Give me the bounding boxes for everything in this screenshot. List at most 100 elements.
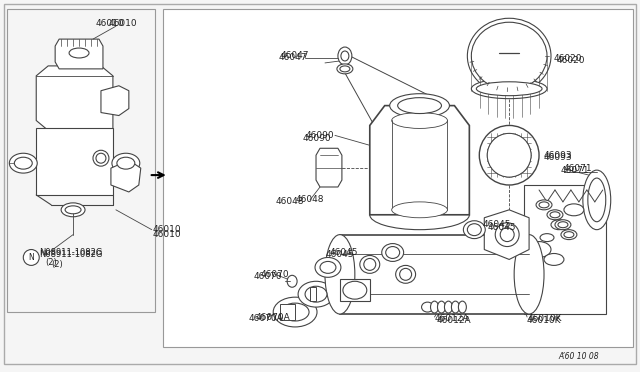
Ellipse shape — [500, 228, 514, 241]
Polygon shape — [101, 86, 129, 116]
Ellipse shape — [396, 265, 415, 283]
Ellipse shape — [69, 48, 89, 58]
Circle shape — [487, 134, 531, 177]
Polygon shape — [370, 106, 469, 215]
Polygon shape — [316, 148, 342, 187]
Ellipse shape — [337, 64, 353, 74]
Ellipse shape — [370, 200, 469, 230]
Ellipse shape — [561, 230, 577, 240]
Ellipse shape — [536, 200, 552, 210]
Ellipse shape — [305, 286, 327, 302]
Ellipse shape — [65, 206, 81, 214]
Ellipse shape — [320, 262, 336, 273]
Ellipse shape — [540, 234, 554, 241]
Ellipse shape — [463, 221, 485, 238]
Ellipse shape — [458, 301, 467, 313]
Text: 46012A: 46012A — [436, 317, 471, 326]
Polygon shape — [111, 160, 141, 192]
Text: 46093: 46093 — [544, 153, 573, 162]
Bar — [280, 304, 295, 320]
Text: 46010: 46010 — [109, 19, 138, 28]
Ellipse shape — [451, 301, 460, 313]
Ellipse shape — [14, 157, 32, 169]
Text: 46048: 46048 — [275, 198, 304, 206]
Text: (2): (2) — [45, 258, 57, 267]
Ellipse shape — [10, 153, 37, 173]
Ellipse shape — [325, 235, 355, 314]
Text: 46070A: 46070A — [248, 314, 283, 324]
Ellipse shape — [583, 170, 611, 230]
Ellipse shape — [397, 98, 442, 113]
Ellipse shape — [392, 113, 447, 128]
Ellipse shape — [281, 303, 309, 321]
Ellipse shape — [558, 222, 568, 228]
Ellipse shape — [315, 257, 341, 277]
Ellipse shape — [340, 66, 350, 72]
Bar — [8, 9, 155, 312]
Ellipse shape — [467, 224, 481, 235]
Text: 46070: 46070 — [253, 272, 282, 281]
Ellipse shape — [61, 203, 85, 217]
Text: 46020: 46020 — [554, 54, 582, 64]
Ellipse shape — [551, 220, 567, 230]
Ellipse shape — [341, 51, 349, 61]
Circle shape — [479, 125, 539, 185]
Ellipse shape — [476, 82, 542, 96]
Polygon shape — [484, 210, 529, 259]
Bar — [163, 9, 632, 347]
Text: 46070: 46070 — [260, 270, 289, 279]
Ellipse shape — [117, 157, 135, 169]
Text: N: N — [28, 253, 34, 262]
Ellipse shape — [390, 94, 449, 118]
Ellipse shape — [360, 256, 380, 273]
Ellipse shape — [438, 301, 445, 313]
Text: 46093: 46093 — [544, 151, 573, 160]
Ellipse shape — [564, 204, 584, 216]
Text: 46010K: 46010K — [526, 317, 561, 326]
Ellipse shape — [539, 202, 549, 208]
Ellipse shape — [364, 259, 376, 270]
Ellipse shape — [298, 281, 334, 307]
Ellipse shape — [112, 153, 140, 173]
Ellipse shape — [392, 202, 447, 218]
Circle shape — [96, 153, 106, 163]
Ellipse shape — [399, 268, 412, 280]
Text: 46045: 46045 — [487, 223, 516, 232]
Ellipse shape — [495, 223, 519, 247]
Ellipse shape — [381, 244, 404, 262]
Circle shape — [487, 134, 531, 177]
Ellipse shape — [386, 247, 399, 259]
Polygon shape — [36, 66, 113, 131]
Text: 46070A: 46070A — [255, 312, 290, 321]
Bar — [310, 287, 316, 301]
Text: 46020: 46020 — [557, 57, 586, 65]
Text: 46071: 46071 — [564, 164, 593, 173]
Polygon shape — [36, 128, 113, 195]
Ellipse shape — [471, 79, 547, 99]
Bar — [340, 235, 529, 314]
Text: 46090: 46090 — [302, 134, 331, 143]
Text: 46090: 46090 — [305, 131, 333, 140]
Text: N08911-1082G: N08911-1082G — [39, 248, 102, 257]
Text: 46010: 46010 — [153, 230, 181, 239]
Text: 46010K: 46010K — [527, 314, 561, 324]
Ellipse shape — [544, 253, 564, 265]
Text: 46047: 46047 — [280, 51, 308, 61]
Ellipse shape — [422, 302, 433, 312]
Text: 46071: 46071 — [561, 166, 589, 174]
Circle shape — [23, 250, 39, 265]
Ellipse shape — [555, 220, 571, 230]
Text: A’60 10 08: A’60 10 08 — [559, 352, 599, 361]
Text: N08911-1082G: N08911-1082G — [39, 250, 102, 259]
Text: 46045: 46045 — [326, 250, 355, 259]
Text: 46045: 46045 — [483, 220, 511, 229]
Bar — [340, 279, 370, 301]
Ellipse shape — [547, 210, 563, 220]
Text: 46012A: 46012A — [435, 314, 469, 324]
Ellipse shape — [471, 22, 547, 90]
Text: 46047: 46047 — [278, 54, 307, 62]
Text: (2): (2) — [51, 260, 63, 269]
Ellipse shape — [467, 18, 551, 94]
Ellipse shape — [343, 281, 367, 299]
Ellipse shape — [444, 301, 452, 313]
